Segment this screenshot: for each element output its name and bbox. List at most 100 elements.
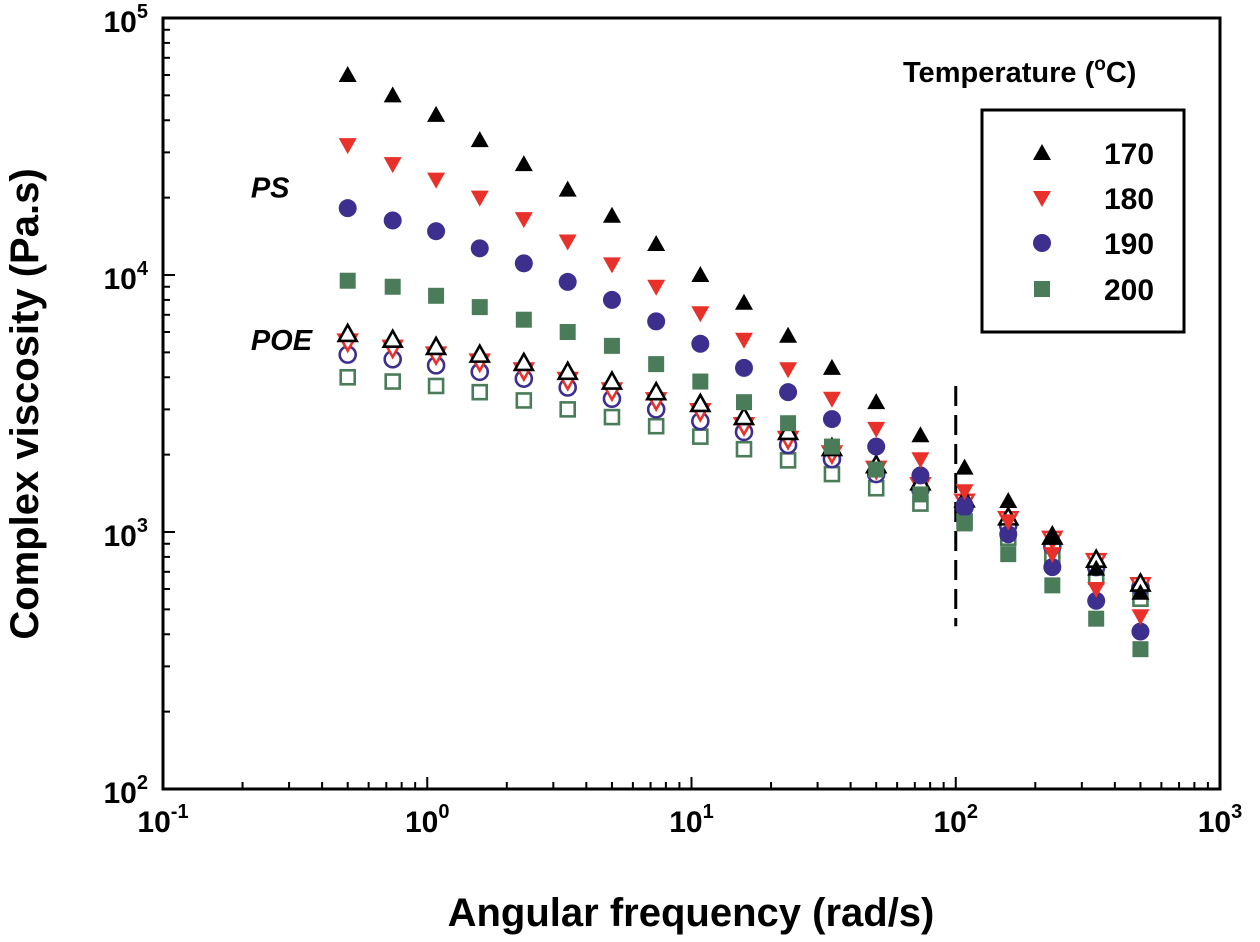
data-point-ps-180: [779, 362, 798, 379]
data-point-poe-170: [424, 335, 448, 356]
data-point-ps-170: [470, 131, 489, 148]
axis-tick-labels: 10-1 100 101 102 103 102 103 104 105: [104, 1, 1243, 839]
data-point-ps-170: [514, 155, 533, 172]
data-point-ps-190: [383, 211, 402, 230]
data-point-ps-170: [911, 426, 930, 443]
data-point-ps-190: [867, 437, 886, 456]
data-point-ps-200: [1000, 546, 1017, 563]
data-point-ps-170: [691, 266, 710, 282]
data-point-ps-170: [867, 393, 886, 410]
y-tick-label: 104: [104, 258, 149, 296]
data-point-ps-180: [911, 452, 930, 469]
data-point-poe-200: [559, 401, 576, 418]
data-point-ps-170: [558, 180, 577, 197]
data-point-poe-200: [339, 368, 357, 386]
legend-markers: [1033, 144, 1051, 297]
data-point-ps-170: [734, 293, 753, 310]
data-point-ps-170: [1043, 527, 1062, 544]
annotation-ps: PS: [251, 173, 290, 205]
data-point-ps-180: [955, 484, 974, 501]
data-point-poe-170: [689, 392, 712, 413]
data-point-ps-200: [384, 278, 401, 295]
data-point-ps-180: [822, 391, 841, 408]
data-point-ps-170: [602, 206, 621, 223]
data-point-poe-200: [823, 465, 841, 483]
legend-label-200: 200: [1104, 274, 1154, 307]
data-point-ps-200: [912, 486, 929, 503]
data-point-ps-190: [602, 290, 621, 309]
data-point-ps-180: [383, 157, 402, 174]
data-point-ps-200: [603, 337, 620, 354]
data-point-ps-180: [647, 279, 666, 296]
data-point-ps-200: [428, 287, 445, 304]
legend-label-180: 180: [1104, 183, 1154, 216]
data-point-ps-180: [602, 257, 621, 274]
data-point-ps-200: [515, 311, 532, 328]
legend-title-main: Temperature (: [903, 57, 1095, 89]
x-tick-label: 101: [669, 801, 714, 839]
data-point-ps-200: [559, 324, 576, 341]
data-point-poe-200: [515, 392, 533, 409]
legend-label-190: 190: [1104, 228, 1154, 261]
legend-title: Temperature (oC): [903, 54, 1136, 89]
data-point-poe-200: [384, 373, 401, 390]
legend-marker-190: [1033, 234, 1051, 252]
data-point-ps-190: [1087, 591, 1106, 610]
annotation-poe: POE: [251, 325, 314, 357]
data-point-ps-170: [338, 66, 357, 83]
y-tick-label: 105: [104, 1, 149, 39]
data-point-ps-190: [999, 525, 1018, 544]
x-tick-label: 10-1: [137, 801, 188, 839]
data-point-ps-200: [1088, 610, 1105, 627]
data-point-ps-200: [339, 272, 356, 289]
data-point-ps-170: [1131, 583, 1150, 600]
data-point-ps-190: [470, 239, 489, 258]
series-poe-190: [338, 345, 1150, 597]
legend-title-degree: o: [1094, 54, 1106, 75]
data-point-ps-200: [780, 415, 797, 432]
data-point-poe-170: [644, 380, 668, 401]
data-point-ps-190: [1131, 622, 1150, 641]
y-tick-label: 102: [104, 772, 149, 810]
data-point-ps-190: [822, 410, 841, 429]
data-point-ps-190: [338, 199, 357, 218]
data-point-ps-170: [427, 105, 446, 122]
legend-box: [980, 108, 1186, 334]
x-tick-label: 102: [934, 801, 979, 839]
data-point-ps-180: [514, 212, 533, 229]
data-point-ps-200: [471, 299, 488, 316]
data-point-ps-190: [1043, 558, 1062, 577]
data-point-ps-180: [558, 234, 577, 251]
data-point-ps-180: [999, 514, 1018, 531]
legend-marker-200: [1034, 281, 1050, 297]
data-point-ps-190: [514, 254, 533, 273]
data-point-ps-180: [338, 138, 357, 155]
data-point-ps-200: [692, 373, 709, 390]
x-tick-label: 103: [1198, 801, 1243, 839]
legend: Temperature (oC) 170 180 190 200: [903, 54, 1186, 334]
data-point-ps-200: [648, 356, 665, 373]
data-point-poe-170: [732, 405, 756, 426]
data-point-ps-190: [427, 222, 446, 241]
data-point-poe-200: [735, 440, 753, 458]
data-point-poe-200: [427, 377, 445, 395]
data-points: [336, 66, 1152, 658]
data-point-poe-170: [556, 360, 579, 381]
data-point-poe-170: [600, 369, 624, 390]
legend-marker-170: [1033, 144, 1051, 160]
series-ps-170: [338, 66, 1150, 600]
data-point-ps-190: [558, 272, 577, 291]
data-point-ps-190: [647, 312, 666, 331]
data-point-ps-180: [1087, 582, 1106, 599]
y-tick-label: 103: [104, 515, 149, 553]
data-point-ps-180: [1043, 547, 1062, 564]
legend-marker-180: [1033, 191, 1051, 207]
data-point-ps-190: [691, 334, 710, 353]
legend-label-170: 170: [1104, 138, 1154, 171]
data-point-ps-170: [822, 358, 841, 375]
data-point-ps-190: [911, 466, 930, 485]
axis-ticks: [162, 28, 1209, 790]
data-point-poe-200: [603, 408, 621, 426]
data-point-ps-180: [691, 306, 710, 323]
data-point-ps-180: [734, 332, 753, 349]
